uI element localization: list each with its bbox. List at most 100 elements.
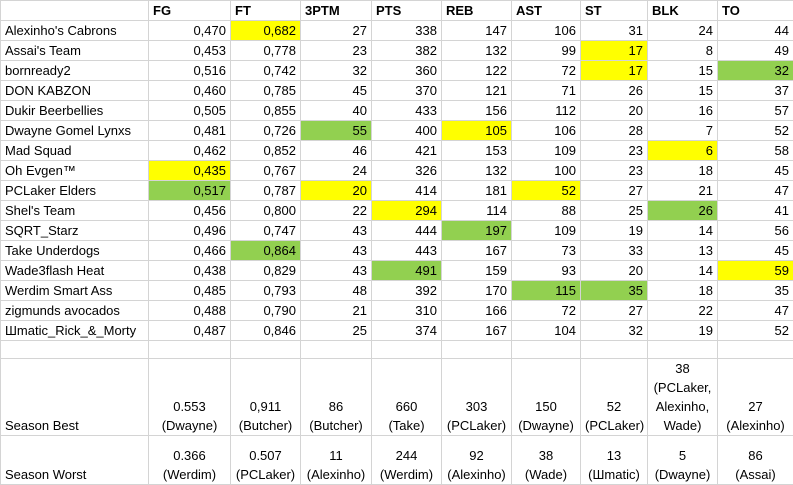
stat-cell[interactable]: 7	[647, 120, 718, 141]
stat-cell[interactable]: 0,793	[230, 280, 301, 301]
summary-label[interactable]: Season Best	[0, 358, 149, 436]
stat-cell[interactable]: 122	[441, 60, 512, 81]
stat-cell[interactable]: 26	[580, 80, 648, 101]
stat-cell[interactable]: 109	[511, 140, 581, 161]
summary-cell[interactable]: 0.366 (Werdim)	[148, 435, 231, 485]
stat-cell[interactable]: 0,466	[148, 240, 231, 261]
empty-cell[interactable]	[300, 340, 372, 359]
stat-cell[interactable]: 45	[300, 80, 372, 101]
stat-cell[interactable]: 0,435	[148, 160, 231, 181]
stat-cell[interactable]: 35	[580, 280, 648, 301]
stat-cell[interactable]: 43	[300, 240, 372, 261]
stat-cell[interactable]: 19	[647, 320, 718, 341]
stat-cell[interactable]: 20	[580, 100, 648, 121]
stat-cell[interactable]: 23	[580, 160, 648, 181]
summary-cell[interactable]: 660 (Take)	[371, 358, 442, 436]
stat-cell[interactable]: 0,855	[230, 100, 301, 121]
summary-cell[interactable]: 150 (Dwayne)	[511, 358, 581, 436]
stat-cell[interactable]: 43	[300, 220, 372, 241]
stat-cell[interactable]: 37	[717, 80, 793, 101]
stat-cell[interactable]: 18	[647, 280, 718, 301]
stat-cell[interactable]: 17	[580, 40, 648, 61]
stat-cell[interactable]: 294	[371, 200, 442, 221]
stat-cell[interactable]: 0,453	[148, 40, 231, 61]
team-name-cell[interactable]: Wade3flash Heat	[0, 260, 149, 281]
empty-cell[interactable]	[441, 340, 512, 359]
stat-cell[interactable]: 105	[441, 120, 512, 141]
stat-cell[interactable]: 0,517	[148, 180, 231, 201]
summary-cell[interactable]: 38 (Wade)	[511, 435, 581, 485]
stat-cell[interactable]: 27	[300, 20, 372, 41]
stat-cell[interactable]: 13	[647, 240, 718, 261]
stat-cell[interactable]: 47	[717, 300, 793, 321]
team-name-cell[interactable]: bornready2	[0, 60, 149, 81]
summary-cell[interactable]: 27 (Alexinho)	[717, 358, 793, 436]
stat-cell[interactable]: 153	[441, 140, 512, 161]
stat-cell[interactable]: 0,829	[230, 260, 301, 281]
stat-cell[interactable]: 25	[580, 200, 648, 221]
team-name-cell[interactable]: Shel's Team	[0, 200, 149, 221]
stat-cell[interactable]: 32	[717, 60, 793, 81]
stat-cell[interactable]: 21	[647, 180, 718, 201]
header-cell-ft[interactable]: FT	[230, 0, 301, 21]
stat-cell[interactable]: 15	[647, 80, 718, 101]
header-cell-reb[interactable]: REB	[441, 0, 512, 21]
empty-cell[interactable]	[148, 340, 231, 359]
stat-cell[interactable]: 58	[717, 140, 793, 161]
team-name-cell[interactable]: Dukir Beerbellies	[0, 100, 149, 121]
stat-cell[interactable]: 32	[580, 320, 648, 341]
stat-cell[interactable]: 0,726	[230, 120, 301, 141]
stat-cell[interactable]: 40	[300, 100, 372, 121]
stat-cell[interactable]: 400	[371, 120, 442, 141]
stat-cell[interactable]: 0,864	[230, 240, 301, 261]
stat-cell[interactable]: 73	[511, 240, 581, 261]
stat-cell[interactable]: 41	[717, 200, 793, 221]
stat-cell[interactable]: 18	[647, 160, 718, 181]
header-cell-to[interactable]: TO	[717, 0, 793, 21]
stat-cell[interactable]: 374	[371, 320, 442, 341]
stat-cell[interactable]: 106	[511, 120, 581, 141]
stat-cell[interactable]: 360	[371, 60, 442, 81]
team-name-cell[interactable]: Assai's Team	[0, 40, 149, 61]
stat-cell[interactable]: 0,846	[230, 320, 301, 341]
stat-cell[interactable]: 56	[717, 220, 793, 241]
stat-cell[interactable]: 0,742	[230, 60, 301, 81]
stat-cell[interactable]: 25	[300, 320, 372, 341]
stat-cell[interactable]: 14	[647, 220, 718, 241]
header-cell-fg[interactable]: FG	[148, 0, 231, 21]
stat-cell[interactable]: 109	[511, 220, 581, 241]
stat-cell[interactable]: 35	[717, 280, 793, 301]
stat-cell[interactable]: 22	[647, 300, 718, 321]
header-cell-team[interactable]	[0, 0, 149, 21]
stat-cell[interactable]: 0,790	[230, 300, 301, 321]
stat-cell[interactable]: 0,456	[148, 200, 231, 221]
stat-cell[interactable]: 31	[580, 20, 648, 41]
stat-cell[interactable]: 88	[511, 200, 581, 221]
stat-cell[interactable]: 22	[300, 200, 372, 221]
stat-cell[interactable]: 26	[647, 200, 718, 221]
stat-cell[interactable]: 72	[511, 300, 581, 321]
stat-cell[interactable]: 112	[511, 100, 581, 121]
stat-cell[interactable]: 93	[511, 260, 581, 281]
stat-cell[interactable]: 0,438	[148, 260, 231, 281]
stat-cell[interactable]: 45	[717, 160, 793, 181]
stat-cell[interactable]: 166	[441, 300, 512, 321]
stat-cell[interactable]: 23	[580, 140, 648, 161]
summary-cell[interactable]: 5 (Dwayne)	[647, 435, 718, 485]
stat-cell[interactable]: 15	[647, 60, 718, 81]
stat-cell[interactable]: 170	[441, 280, 512, 301]
stat-cell[interactable]: 45	[717, 240, 793, 261]
summary-cell[interactable]: 86 (Butcher)	[300, 358, 372, 436]
stat-cell[interactable]: 414	[371, 180, 442, 201]
stat-cell[interactable]: 44	[717, 20, 793, 41]
stat-cell[interactable]: 421	[371, 140, 442, 161]
stat-cell[interactable]: 100	[511, 160, 581, 181]
stat-cell[interactable]: 33	[580, 240, 648, 261]
stat-cell[interactable]: 326	[371, 160, 442, 181]
stat-cell[interactable]: 21	[300, 300, 372, 321]
summary-cell[interactable]: 92 (Alexinho)	[441, 435, 512, 485]
stat-cell[interactable]: 0,485	[148, 280, 231, 301]
stat-cell[interactable]: 24	[647, 20, 718, 41]
empty-cell[interactable]	[511, 340, 581, 359]
stat-cell[interactable]: 47	[717, 180, 793, 201]
